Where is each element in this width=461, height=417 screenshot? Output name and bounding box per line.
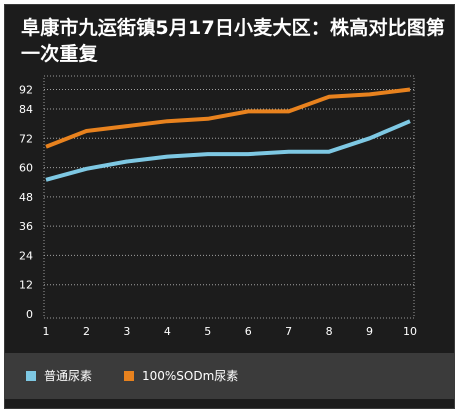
legend-label-series-2: 100%SODm尿素	[142, 369, 239, 383]
x-tick-label: 10	[403, 325, 417, 338]
x-tick-label: 5	[204, 325, 211, 338]
y-tick-label: 84	[19, 103, 33, 116]
x-tick-label: 8	[326, 325, 333, 338]
legend: 普通尿素 100%SODm尿素	[4, 353, 455, 399]
x-tick-label: 4	[164, 325, 171, 338]
series-line-1	[45, 119, 411, 182]
y-tick-label: 92	[19, 83, 33, 96]
x-tick-label: 7	[285, 325, 292, 338]
y-tick-label: 60	[19, 162, 33, 175]
y-tick-label: 72	[19, 132, 33, 145]
y-tick-label: 12	[19, 279, 33, 292]
plot-area-border	[43, 75, 415, 319]
y-tick-label: 48	[19, 191, 33, 204]
chart-title: 阜康市九运街镇5月17日小麦大区：株高对比图第一次重复	[21, 17, 446, 65]
legend-swatch-series-2	[124, 370, 134, 381]
x-tick-label: 9	[366, 325, 373, 338]
legend-item-series-1: 普通尿素	[26, 368, 92, 384]
y-tick-label: 36	[19, 220, 33, 233]
y-tick-label: 24	[19, 249, 33, 262]
series-line-2	[45, 87, 411, 149]
x-tick-label: 1	[43, 325, 50, 338]
legend-item-series-2: 100%SODm尿素	[124, 368, 238, 384]
legend-label-series-1: 普通尿素	[44, 369, 93, 383]
legend-swatch-series-1	[26, 370, 36, 381]
x-tick-label: 2	[83, 325, 90, 338]
y-tick-label: 0	[26, 308, 33, 321]
x-tick-label: 3	[123, 325, 130, 338]
x-tick-label: 6	[245, 325, 252, 338]
chart-frame: 阜康市九运街镇5月17日小麦大区：株高对比图第一次重复	[4, 4, 455, 409]
